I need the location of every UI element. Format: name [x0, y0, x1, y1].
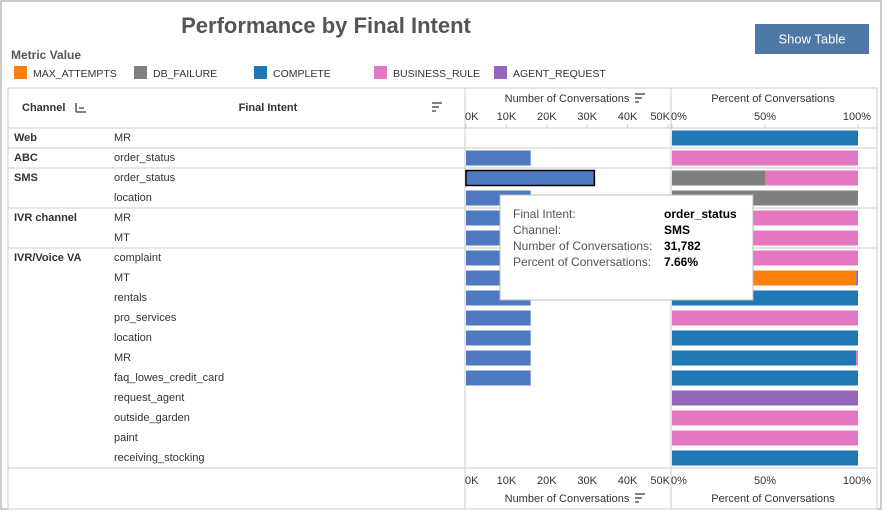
- button-bg: [755, 24, 869, 54]
- title: Performance by Final Intent: [181, 13, 471, 38]
- bar-segment: [672, 370, 858, 386]
- x-tick-label: 20K: [537, 111, 557, 123]
- tooltip: Final Intent: order_status Channel: SMS Numb…: [499, 194, 754, 301]
- show-table-button[interactable]: Show Table: [755, 24, 869, 54]
- final-intent: order_status: [114, 152, 176, 164]
- bar-segment: [672, 330, 858, 346]
- x-tick-label: 0K: [465, 475, 479, 487]
- x-tick-label: 0K: [465, 111, 479, 123]
- final-intent: location: [114, 332, 152, 344]
- tooltip-value: 31,782: [664, 239, 701, 253]
- legend-swatch: [374, 66, 387, 79]
- final-intent: location: [114, 192, 152, 204]
- legend-label: AGENT_REQUEST: [513, 68, 606, 80]
- bar: [466, 370, 531, 386]
- bar: [465, 169, 596, 187]
- axis-title: Percent of Conversations: [711, 93, 835, 105]
- final-intent: request_agent: [114, 392, 184, 404]
- bar-segment: [856, 270, 858, 286]
- tooltip-value: order_status: [664, 207, 737, 221]
- bar-segment: [672, 390, 858, 406]
- x-tick-label: 50%: [754, 111, 776, 123]
- final-intent: MT: [114, 232, 130, 244]
- column-header: Channel: [22, 102, 65, 114]
- x-tick-label: 20K: [537, 475, 557, 487]
- x-tick-label: 10K: [497, 475, 517, 487]
- x-tick-label: 50K: [650, 475, 670, 487]
- bar-segment: [672, 310, 858, 326]
- column-header: Final Intent: [239, 102, 298, 114]
- x-tick-label: 30K: [577, 475, 597, 487]
- tooltip-value: SMS: [664, 223, 690, 237]
- channel: IVR channel: [14, 212, 77, 224]
- legend-swatch: [134, 66, 147, 79]
- axis-title: Percent of Conversations: [711, 493, 835, 505]
- bar-segment: [672, 130, 858, 146]
- bar-segment: [672, 150, 858, 166]
- tooltip-value: 7.66%: [664, 255, 698, 269]
- tooltip-key: Number of Conversations:: [513, 239, 652, 253]
- final-intent: MT: [114, 272, 130, 284]
- x-tick-label: 40K: [618, 475, 638, 487]
- final-intent: order_status: [114, 172, 176, 184]
- bar: [466, 330, 531, 346]
- tooltip-key: Channel:: [513, 223, 561, 237]
- channel: SMS: [14, 172, 38, 184]
- final-intent: MR: [114, 212, 131, 224]
- tooltip-key: Final Intent:: [513, 207, 576, 221]
- final-intent: complaint: [114, 252, 161, 264]
- x-tick-label: 0%: [671, 111, 687, 123]
- channel: Web: [14, 132, 37, 144]
- legend-label: COMPLETE: [273, 68, 331, 80]
- tooltip-key: Percent of Conversations:: [513, 255, 651, 269]
- bar-segment: [672, 350, 857, 366]
- bar-segment: [672, 430, 858, 446]
- final-intent: faq_lowes_credit_card: [114, 372, 224, 384]
- axis-title: Number of Conversations: [505, 93, 630, 105]
- final-intent: receiving_stocking: [114, 452, 205, 464]
- x-tick-label: 40K: [618, 111, 638, 123]
- x-tick-label: 50%: [754, 475, 776, 487]
- bar-segment: [672, 450, 858, 466]
- x-tick-label: 0%: [671, 475, 687, 487]
- legend-swatch: [494, 66, 507, 79]
- legend-swatch: [254, 66, 267, 79]
- bar: [466, 310, 531, 326]
- bar-segment: [856, 350, 858, 366]
- final-intent: rentals: [114, 292, 148, 304]
- final-intent: outside_garden: [114, 412, 190, 424]
- channel: ABC: [14, 152, 38, 164]
- bar-segment: [765, 170, 858, 186]
- final-intent: MR: [114, 132, 131, 144]
- view-border: [7, 87, 878, 510]
- legend-title: Metric Value: [11, 48, 81, 62]
- legend-label: DB_FAILURE: [153, 68, 217, 80]
- final-intent: paint: [114, 432, 138, 444]
- x-tick-label: 100%: [843, 111, 871, 123]
- button-label: Show Table: [779, 31, 846, 46]
- x-tick-label: 10K: [497, 111, 517, 123]
- final-intent: MR: [114, 352, 131, 364]
- legend-label: MAX_ATTEMPTS: [33, 68, 117, 80]
- bar-segment: [672, 170, 765, 186]
- axis-title: Number of Conversations: [505, 493, 630, 505]
- bar: [466, 350, 531, 366]
- bar: [466, 150, 531, 166]
- tooltip-bg: [499, 194, 754, 301]
- x-tick-label: 100%: [843, 475, 871, 487]
- legend-swatch: [14, 66, 27, 79]
- sort-icon[interactable]: [75, 93, 645, 503]
- final-intent: pro_services: [114, 312, 177, 324]
- bar-segment: [672, 410, 858, 426]
- legend-label: BUSINESS_RULE: [393, 68, 480, 80]
- channel: IVR/Voice VA: [14, 252, 82, 264]
- x-tick-label: 50K: [650, 111, 670, 123]
- x-tick-label: 30K: [577, 111, 597, 123]
